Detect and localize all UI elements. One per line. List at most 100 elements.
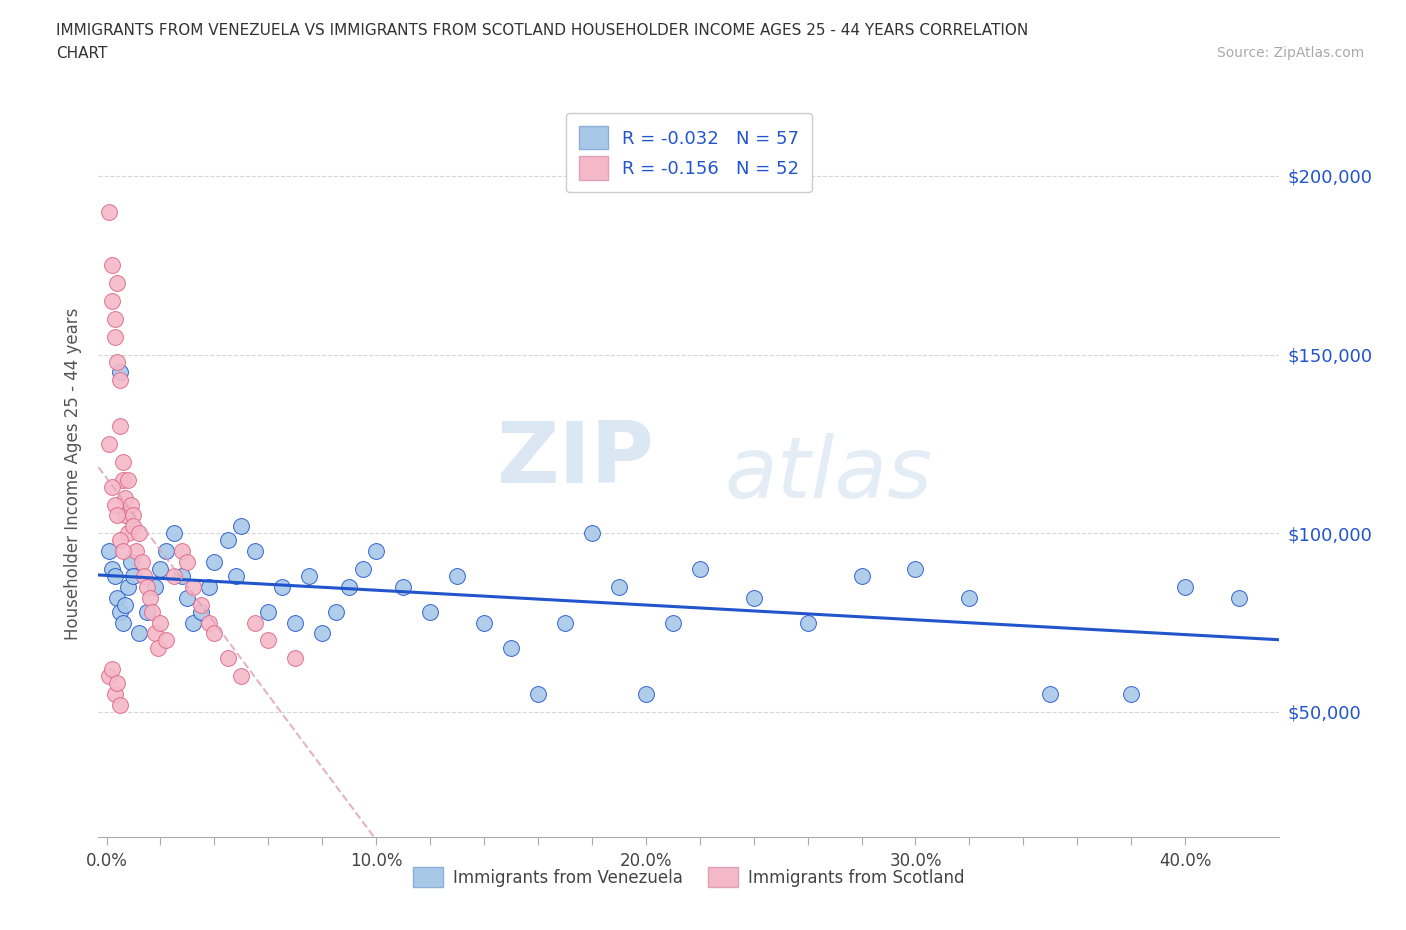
Point: [527, 686, 550, 701]
Text: IMMIGRANTS FROM VENEZUELA VS IMMIGRANTS FROM SCOTLAND HOUSEHOLDER INCOME AGES 25: IMMIGRANTS FROM VENEZUELA VS IMMIGRANTS …: [56, 23, 1029, 38]
Point: [190, 604, 212, 619]
Point: [298, 569, 321, 584]
Point: [155, 633, 177, 648]
Point: [149, 615, 172, 630]
Point: [270, 579, 292, 594]
Point: [851, 569, 873, 584]
Point: [634, 686, 657, 701]
Point: [98, 205, 121, 219]
Point: [146, 640, 169, 655]
Point: [105, 508, 128, 523]
Point: [114, 597, 136, 612]
Point: [198, 615, 221, 630]
Point: [149, 562, 172, 577]
Point: [104, 686, 127, 701]
Point: [190, 597, 212, 612]
Y-axis label: Householder Income Ages 25 - 44 years: Householder Income Ages 25 - 44 years: [65, 308, 83, 641]
Point: [163, 569, 186, 584]
Point: [111, 455, 134, 470]
Point: [120, 498, 142, 512]
Point: [104, 569, 127, 584]
Point: [105, 275, 128, 290]
Point: [120, 554, 142, 569]
Point: [108, 533, 131, 548]
Point: [104, 312, 127, 326]
Point: [1227, 591, 1250, 605]
Point: [108, 365, 131, 379]
Point: [98, 669, 121, 684]
Point: [170, 544, 193, 559]
Point: [217, 533, 239, 548]
Point: [128, 525, 150, 540]
Point: [111, 472, 134, 487]
Point: [243, 615, 266, 630]
Point: [101, 479, 124, 494]
Point: [1174, 579, 1197, 594]
Point: [392, 579, 415, 594]
Legend: Immigrants from Venezuela, Immigrants from Scotland: Immigrants from Venezuela, Immigrants fr…: [406, 860, 972, 894]
Text: Source: ZipAtlas.com: Source: ZipAtlas.com: [1216, 46, 1364, 60]
Point: [231, 669, 253, 684]
Point: [108, 698, 131, 712]
Point: [1121, 686, 1143, 701]
Point: [170, 569, 193, 584]
Point: [101, 294, 124, 309]
Point: [311, 626, 333, 641]
Point: [105, 676, 128, 691]
Point: [128, 626, 150, 641]
Point: [155, 544, 177, 559]
Point: [104, 329, 127, 344]
Point: [231, 519, 253, 534]
Point: [202, 626, 225, 641]
Point: [446, 569, 468, 584]
Point: [257, 633, 280, 648]
Text: atlas: atlas: [724, 432, 932, 516]
Point: [176, 591, 198, 605]
Point: [352, 562, 374, 577]
Point: [554, 615, 576, 630]
Point: [98, 544, 121, 559]
Point: [101, 258, 124, 272]
Point: [904, 562, 927, 577]
Point: [104, 498, 127, 512]
Point: [108, 604, 131, 619]
Point: [108, 372, 131, 387]
Point: [957, 591, 980, 605]
Point: [105, 354, 128, 369]
Point: [607, 579, 630, 594]
Point: [143, 626, 166, 641]
Point: [117, 579, 139, 594]
Point: [136, 579, 159, 594]
Point: [138, 591, 160, 605]
Point: [472, 615, 495, 630]
Text: ZIP: ZIP: [496, 418, 654, 501]
Text: CHART: CHART: [56, 46, 108, 61]
Point: [143, 579, 166, 594]
Point: [117, 525, 139, 540]
Point: [499, 640, 522, 655]
Point: [337, 579, 360, 594]
Point: [101, 562, 124, 577]
Point: [114, 508, 136, 523]
Point: [141, 604, 163, 619]
Point: [122, 519, 145, 534]
Point: [217, 651, 239, 666]
Point: [111, 615, 134, 630]
Point: [131, 554, 153, 569]
Point: [581, 525, 603, 540]
Point: [257, 604, 280, 619]
Point: [111, 544, 134, 559]
Point: [742, 591, 765, 605]
Point: [114, 490, 136, 505]
Point: [661, 615, 683, 630]
Point: [1039, 686, 1062, 701]
Point: [122, 508, 145, 523]
Point: [98, 436, 121, 451]
Point: [243, 544, 266, 559]
Point: [198, 579, 221, 594]
Point: [181, 615, 204, 630]
Point: [181, 579, 204, 594]
Point: [796, 615, 818, 630]
Point: [108, 418, 131, 433]
Point: [122, 569, 145, 584]
